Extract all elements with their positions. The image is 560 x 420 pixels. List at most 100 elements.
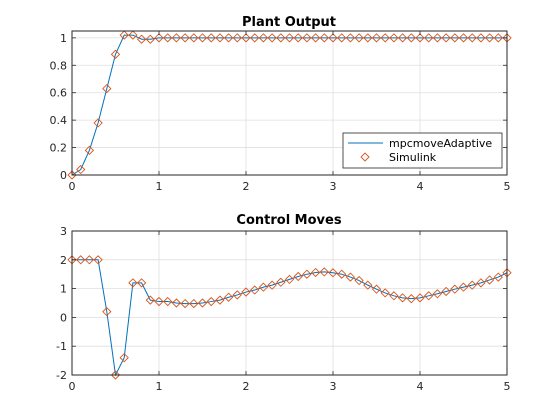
plot-output-marker-point [467,33,477,43]
control-moves-marker-point [136,278,147,288]
control-moves-marker-point [163,296,173,307]
control-moves-frame [71,230,508,376]
control-moves-marker-point [84,255,95,265]
plot-output-ytick-label: 0.8 [50,59,68,72]
plot-output-axes: Plant Output 0 1 2 3 4 5 0 0.2 0.4 0.6 0.8 1 mpcmov… [50,15,512,193]
control-moves-marker-point [119,353,129,363]
control-moves-marker-point [93,255,103,265]
control-moves-marker-point [345,272,356,282]
control-moves-marker-point [241,287,251,297]
plot-output-marker-point [67,170,77,180]
plot-output-marker-point [415,33,425,43]
plot-output-ytick-label: 0.4 [50,114,68,127]
control-moves-marker-point [232,290,242,300]
plot-output-marker-point [206,33,216,43]
plot-output-marker-point [424,33,434,43]
control-moves-marker-point [432,289,443,299]
plot-output-marker-point [241,33,251,43]
control-moves-marker-point [467,280,477,290]
control-moves-marker-point [284,274,295,285]
plot-output-ytick-label: 1 [60,32,67,45]
plot-output-marker-point [76,164,86,175]
control-moves-marker-point [180,298,190,309]
plot-output-marker-point [119,30,129,40]
plot-output-xtick-label: 3 [330,180,337,193]
plot-output-marker-point [110,49,121,59]
control-moves-marker-point [206,296,216,307]
plot-output-marker-point [345,33,356,43]
plot-output-marker-series [67,30,512,180]
control-moves-marker-point [154,296,164,307]
control-moves-ytick-label: 1 [60,283,67,296]
control-moves-ytick-label: 2 [60,254,67,267]
control-moves-marker-point [371,284,382,294]
control-moves-axes: Control Moves 0 1 2 3 4 5 -2 -1 0 1 2 3 [56,213,512,393]
control-moves-marker-point [389,291,399,301]
plot-output-marker-point [215,33,225,43]
plot-output-xtick-label: 4 [417,180,424,193]
control-moves-marker-point [310,267,321,278]
control-moves-marker-point [145,295,155,305]
plot-output-marker-point [458,33,469,43]
legend-entry-line: mpcmoveAdaptive [389,137,492,150]
control-moves-marker-point [328,268,338,278]
plot-output-xtick-label: 2 [243,180,250,193]
plot-output-marker-point [102,83,112,94]
control-moves-marker-point [424,291,434,301]
plot-output-ytick-label: 0.2 [50,142,68,155]
control-moves-marker-point [76,255,86,265]
control-moves-xtick-label: 0 [69,380,76,393]
plot-output-marker-point [128,30,138,40]
plot-output-marker-point [154,33,164,43]
plot-output-line [71,34,507,176]
plot-output-marker-point [363,33,373,43]
control-moves-ytick-label: 3 [60,225,67,238]
plot-output-marker-point [354,33,364,43]
control-moves-marker-point [223,292,234,302]
plot-output-marker-point [93,118,103,128]
control-moves-marker-point [189,298,199,309]
control-moves-xtick-label: 3 [330,380,337,393]
plot-output-marker-point [223,33,234,43]
plot-output-marker-point [250,33,260,43]
plot-output-marker-point [328,33,338,43]
plot-output-marker-point [197,33,208,43]
plot-output-marker-point [232,33,242,43]
plot-output-frame [71,30,508,176]
plot-output-ytick-label: 0.6 [50,87,68,100]
plot-output-marker-point [180,33,190,43]
control-moves-marker-series [67,255,512,380]
plot-output-marker-point [84,145,95,155]
control-moves-marker-point [128,278,138,288]
plot-output-marker-point [310,33,321,43]
plot-output-line-series [71,34,507,176]
control-moves-marker-point [441,286,451,297]
control-moves-marker-point [302,269,312,279]
control-moves-marker-point [458,282,469,292]
control-moves-title: Control Moves [236,213,341,228]
plot-output-marker-point [136,34,147,44]
plot-output-marker-point [319,33,329,43]
plot-output-marker-point [171,33,182,43]
plot-output-marker-point [337,33,347,43]
control-moves-xtick-label: 4 [417,380,424,393]
plot-output-marker-point [293,33,303,43]
control-moves-area [72,231,507,375]
control-moves-marker-point [293,271,303,282]
control-moves-marker-point [493,272,503,282]
plot-output-marker-point [267,33,277,43]
plot-output-ticks: 0 1 2 3 4 5 0 0.2 0.4 0.6 0.8 1 [50,31,511,193]
plot-output-marker-point [397,33,408,43]
control-moves-marker-point [215,295,225,305]
plot-output-marker-point [389,33,399,43]
control-moves-marker-point [110,370,121,380]
plot-output-title: Plant Output [242,15,336,30]
control-moves-marker-point [450,284,460,294]
control-moves-marker-point [415,293,425,303]
control-moves-marker-point [267,280,277,290]
control-moves-marker-point [363,280,373,290]
plot-output-xtick-label: 0 [69,180,76,193]
control-moves-marker-point [171,298,182,308]
plot-output-marker-point [145,34,155,44]
plot-output-marker-point [450,33,460,43]
